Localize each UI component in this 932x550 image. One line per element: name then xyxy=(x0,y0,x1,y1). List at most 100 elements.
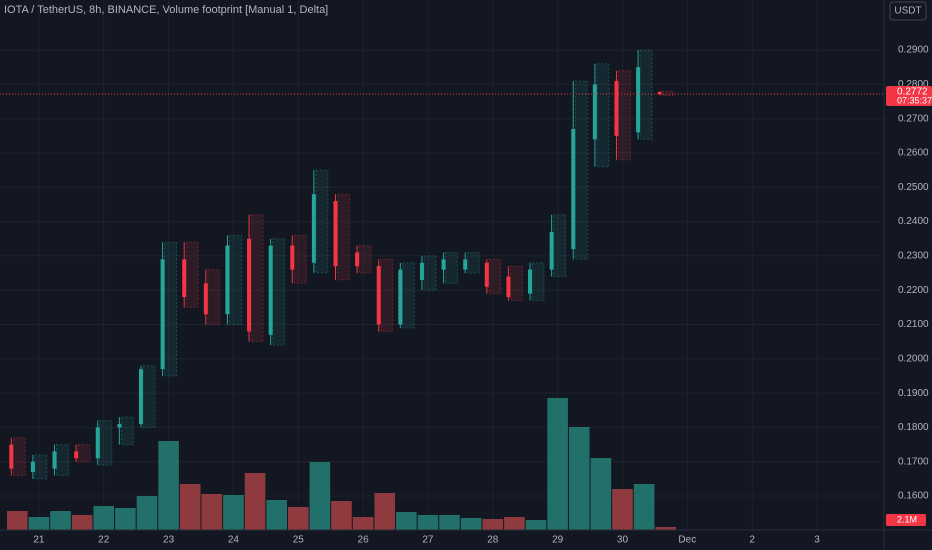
candle-body xyxy=(549,231,554,270)
y-tick-label: 0.2700 xyxy=(898,113,929,124)
candle-body xyxy=(614,80,619,136)
volume-bar xyxy=(309,462,331,530)
candle-body xyxy=(657,91,662,94)
candle-body xyxy=(74,451,79,459)
candle-body xyxy=(463,259,468,270)
footprint-box xyxy=(142,365,156,428)
volume-bar xyxy=(525,520,547,530)
candle-body xyxy=(571,128,576,250)
chart-title: IOTA / TetherUS, 8h, BINANCE, Volume foo… xyxy=(4,4,328,16)
candle-body xyxy=(376,266,381,325)
candle-body xyxy=(117,424,122,428)
volume-bar xyxy=(482,519,504,530)
volume-bar xyxy=(331,501,352,530)
volume-bar xyxy=(352,517,374,530)
footprint-box xyxy=(531,262,545,302)
volume-bar xyxy=(28,517,50,530)
footprint-box xyxy=(272,238,286,346)
x-tick-label: 28 xyxy=(487,535,499,546)
volume-bar xyxy=(50,511,71,530)
volume-bar xyxy=(590,458,612,530)
candle-body xyxy=(182,259,187,298)
candle-body xyxy=(225,245,230,315)
candle-body xyxy=(636,67,641,133)
footprint-box xyxy=(293,234,307,284)
x-tick-label: 21 xyxy=(33,535,45,546)
volume-bar xyxy=(158,441,179,530)
footprint-box xyxy=(56,444,70,476)
y-tick-label: 0.2100 xyxy=(898,319,929,330)
last-price-tag xyxy=(886,85,932,106)
last-volume-tag xyxy=(886,514,926,526)
candle-body xyxy=(95,427,100,459)
candle-body xyxy=(592,84,597,140)
y-tick-label: 0.2000 xyxy=(898,353,929,364)
footprint-box xyxy=(488,258,502,295)
y-tick-label: 0.1600 xyxy=(898,491,929,502)
candle-body xyxy=(398,269,403,325)
volume-bar xyxy=(223,495,244,530)
footprint-box xyxy=(99,420,113,466)
y-tick-label: 0.2500 xyxy=(898,182,929,193)
y-tick-label: 0.2800 xyxy=(898,79,929,90)
countdown-label: 07:35:37 xyxy=(897,95,932,105)
candle-body xyxy=(484,262,489,287)
candle-body xyxy=(528,269,533,294)
candle-body xyxy=(9,444,14,469)
footprint-box xyxy=(401,262,415,329)
candle-body xyxy=(333,201,338,267)
footprint-box xyxy=(661,90,675,96)
y-tick-label: 0.1800 xyxy=(898,422,929,433)
footprint-box xyxy=(639,49,653,140)
candle-body xyxy=(138,369,143,424)
x-tick-label: 3 xyxy=(814,535,820,546)
volume-bar xyxy=(568,427,590,530)
y-tick-label: 0.2400 xyxy=(898,216,929,227)
x-tick-label: 2 xyxy=(749,535,755,546)
currency-button[interactable] xyxy=(889,1,927,21)
candle-body xyxy=(160,259,165,370)
footprint-box xyxy=(358,245,372,274)
volume-bar xyxy=(136,496,158,530)
footprint-box xyxy=(250,214,264,343)
x-tick-label: 24 xyxy=(228,535,240,546)
axes: 0.1600 0.1700 0.1800 0.1900 0.2000 0.2100 0.22… xyxy=(0,45,932,546)
candle-body xyxy=(290,245,295,270)
volume-bar xyxy=(244,473,266,530)
y-tick-label: 0.2200 xyxy=(898,285,929,296)
footprint-box xyxy=(466,251,480,274)
candle-body xyxy=(506,276,511,298)
footprint-box xyxy=(617,70,631,161)
last-volume-label: 2.1M xyxy=(897,514,917,524)
candle-body xyxy=(30,461,35,473)
volume-bar xyxy=(287,507,309,530)
footprint-box xyxy=(120,416,134,446)
volume-bar xyxy=(93,506,115,530)
footprint-box xyxy=(509,265,523,302)
volume-bar xyxy=(547,398,568,530)
footprint-box xyxy=(34,454,48,480)
candle-body xyxy=(247,238,252,332)
candle-body xyxy=(311,194,316,263)
x-tick-label: Dec xyxy=(678,535,696,546)
candle-body xyxy=(441,259,446,270)
y-tick-label: 0.2600 xyxy=(898,148,929,159)
volume-bar xyxy=(439,515,460,530)
y-tick-label: 0.2900 xyxy=(898,45,929,56)
volume-bar xyxy=(266,500,287,530)
candle-layer xyxy=(9,49,675,480)
volume-bar xyxy=(374,493,396,530)
footprint-box xyxy=(423,255,437,291)
volume-bar xyxy=(115,508,136,530)
volume-layer xyxy=(6,398,677,530)
footprint-box xyxy=(380,258,394,332)
x-tick-label: 22 xyxy=(98,535,110,546)
footprint-box xyxy=(336,193,350,281)
last-price-label: 0.2772 xyxy=(897,87,928,98)
footprint-box xyxy=(574,80,588,260)
candle-body xyxy=(419,262,424,280)
x-tick-label: 25 xyxy=(293,535,305,546)
x-tick-label: 26 xyxy=(358,535,370,546)
currency-label[interactable]: USDT xyxy=(894,6,921,17)
